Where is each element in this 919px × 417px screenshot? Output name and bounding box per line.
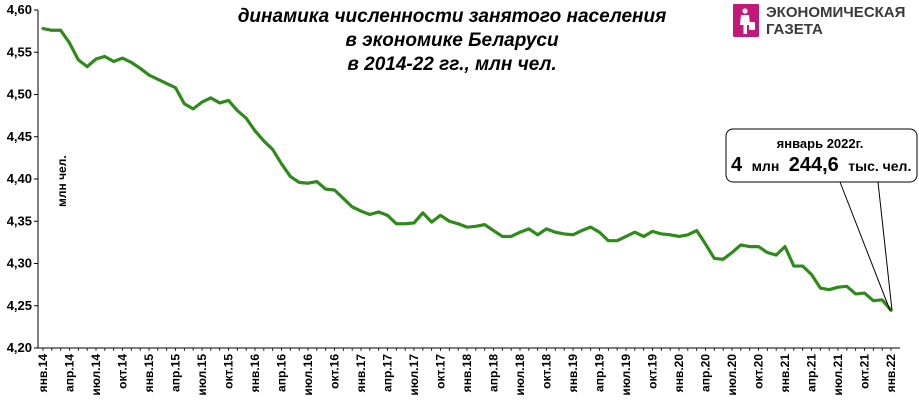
x-tick-label: янв.15 xyxy=(142,354,156,393)
series-group xyxy=(41,26,893,312)
y-tick-label: 4,30 xyxy=(7,256,32,271)
y-tick-label: 4,50 xyxy=(7,87,32,102)
x-tick-label: янв.19 xyxy=(566,354,580,393)
x-tick-label: янв.17 xyxy=(354,354,368,393)
x-tick-label: окт.17 xyxy=(434,354,448,389)
y-tick-label: 4,60 xyxy=(7,2,32,17)
y-tick-label: 4,55 xyxy=(7,44,32,59)
x-tick-label: июл.16 xyxy=(301,354,315,396)
x-tick-label: янв.18 xyxy=(460,354,474,393)
x-tick-label: июл.18 xyxy=(513,354,527,396)
x-tick-label: янв.16 xyxy=(248,354,262,393)
callout-leader-line xyxy=(877,181,893,311)
x-tick-label: апр.16 xyxy=(275,354,289,392)
callout-value-millions: 4 xyxy=(731,154,743,176)
x-tick-label: янв.22 xyxy=(884,354,898,393)
x-tick-label: апр.20 xyxy=(699,354,713,392)
x-tick-label: июл.17 xyxy=(407,354,421,396)
x-tick-label: июл.20 xyxy=(725,354,739,396)
series-line xyxy=(41,26,893,312)
callout-header: январь 2022г. xyxy=(777,136,864,151)
logo: ЭКОНОМИЧЕСКАЯ ГАЗЕТА xyxy=(733,4,905,38)
logo-line-2: ГАЗЕТА xyxy=(766,21,823,38)
x-tick-label: апр.19 xyxy=(593,354,607,392)
callout-unit-thousands: тыс. чел. xyxy=(848,158,911,174)
x-tick-label: апр.14 xyxy=(63,354,77,392)
callout-value-thousands: 244,6 xyxy=(789,154,839,176)
x-tick-label: апр.17 xyxy=(381,354,395,392)
callout-leader-line xyxy=(839,181,891,311)
y-axis-ticks: 4,20 4,25 4,30 4,35 4,40 4,45 4,50 4,55 4,60 xyxy=(7,2,38,355)
y-tick-label: 4,45 xyxy=(7,129,32,144)
callout-unit-millions: млн xyxy=(752,158,780,174)
y-tick-label: 4,35 xyxy=(7,213,32,228)
x-tick-label: окт.20 xyxy=(752,354,766,389)
logo-figure-icon xyxy=(740,8,755,34)
x-tick-label: окт.14 xyxy=(116,354,130,389)
title-line-2: в экономике Беларуси xyxy=(345,30,559,51)
x-tick-label: янв.20 xyxy=(672,354,686,393)
y-tick-label: 4,20 xyxy=(7,340,32,355)
x-tick-label: окт.18 xyxy=(540,354,554,389)
x-tick-label: июл.21 xyxy=(831,354,845,396)
callout-value: 4 млн 244,6 тыс. чел. xyxy=(731,154,911,176)
logo-line-1: ЭКОНОМИЧЕСКАЯ xyxy=(766,4,905,21)
title-line-3: в 2014-22 гг., млн чел. xyxy=(347,54,556,75)
y-tick-label: 4,25 xyxy=(7,298,32,313)
y-axis-label: млн чел. xyxy=(55,155,69,207)
x-tick-label: янв.21 xyxy=(778,354,792,393)
x-tick-label: окт.16 xyxy=(328,354,342,389)
x-tick-label: апр.21 xyxy=(805,354,819,392)
x-axis-ticks: янв.14 апр.14 июл.14 окт.14 янв.15 апр.15 июл.… xyxy=(36,348,898,396)
annotation-callout: январь 2022г. 4 млн 244,6 тыс. чел. xyxy=(725,128,918,311)
callout-box xyxy=(725,128,918,183)
chart-title: динамика численности занятого населения … xyxy=(238,6,667,75)
x-tick-label: апр.15 xyxy=(169,354,183,392)
x-tick-label: окт.21 xyxy=(858,354,872,389)
title-line-1: динамика численности занятого населения xyxy=(238,6,667,27)
y-tick-label: 4,40 xyxy=(7,171,32,186)
x-tick-label: апр.18 xyxy=(487,354,501,392)
x-tick-label: июл.19 xyxy=(619,354,633,396)
x-tick-label: июл.15 xyxy=(195,354,209,396)
x-tick-label: окт.19 xyxy=(646,354,660,389)
x-tick-label: июл.14 xyxy=(89,354,103,396)
x-tick-label: окт.15 xyxy=(222,354,236,389)
x-tick-label: янв.14 xyxy=(36,354,50,393)
